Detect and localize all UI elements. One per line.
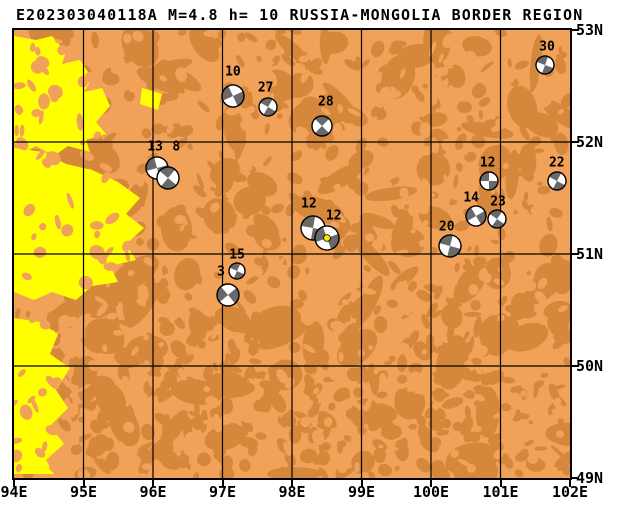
event-depth-label: 13: [147, 139, 163, 155]
lat-tick-label: 51N: [576, 245, 604, 263]
event-layer: 10 27 28 30 13 8 12 12 15 3 20 14 23 12 22: [14, 30, 570, 478]
figure-title: E202303040118A M=4.8 h= 10 RUSSIA-MONGOL…: [16, 6, 584, 24]
lon-tick-label: 100E: [412, 483, 450, 501]
event-depth-label: 12: [479, 155, 496, 171]
event-depth-label: 3: [217, 264, 225, 280]
focal-mechanism-beachball: [227, 261, 247, 285]
axis-tick: [221, 480, 224, 487]
lowland-mottling: [14, 39, 149, 475]
focal-mechanism-beachball: [155, 165, 181, 195]
lat-tick-label: 49N: [576, 469, 604, 487]
event-depth-label: 30: [539, 39, 555, 55]
lat-tick-label: 53N: [576, 21, 604, 39]
axis-tick: [360, 480, 363, 487]
event-depth-label: 28: [318, 94, 334, 110]
focal-mechanism-beachball: [464, 204, 488, 232]
axis-tick: [572, 141, 579, 143]
axis-tick: [569, 480, 571, 487]
event-depth-label: 23: [490, 194, 506, 210]
focal-mechanism-main-event: [313, 224, 341, 256]
axis-tick: [499, 480, 502, 487]
focal-mechanism-beachball: [310, 114, 334, 142]
axis-tick: [572, 477, 579, 479]
focal-mechanism-beachball: [220, 83, 246, 113]
lon-tick-label: 94E: [0, 483, 28, 501]
axis-tick: [430, 480, 432, 487]
map-canvas: 10 27 28 30 13 8 12 12 15 3 20 14 23 12 22: [12, 28, 572, 480]
focal-mechanism-beachball: [546, 170, 568, 196]
focal-mechanism-beachball: [437, 233, 463, 263]
axis-tick: [82, 480, 85, 487]
axis-tick: [291, 480, 293, 487]
lon-tick-label: 101E: [482, 483, 519, 501]
focal-mechanism-beachball: [215, 282, 241, 312]
event-depth-label: 14: [463, 190, 479, 206]
event-depth-label: 8: [172, 139, 181, 155]
event-depth-label: 12: [301, 196, 317, 212]
event-depth-label: 12: [325, 208, 342, 224]
grid-lines: [14, 30, 570, 478]
focal-mechanism-beachball: [534, 54, 556, 80]
axis-tick: [572, 365, 579, 367]
event-depth-label: 15: [229, 247, 245, 263]
axis-tick: [13, 480, 15, 487]
event-depth-label: 22: [548, 155, 565, 171]
focal-mechanism-beachball: [478, 170, 500, 196]
axis-tick: [572, 29, 579, 31]
lowland-yellow-region: [14, 36, 162, 474]
axis-tick: [152, 480, 154, 487]
lon-tick-label: 95E: [69, 483, 98, 501]
lat-tick-label: 50N: [576, 357, 604, 375]
event-depth-label: 20: [438, 219, 455, 235]
terrain-layer: [14, 30, 570, 478]
event-depth-label: 27: [257, 80, 274, 96]
event-depth-label: 10: [225, 64, 241, 80]
lon-tick-label: 96E: [139, 483, 167, 501]
focal-mechanism-beachball: [257, 96, 279, 122]
axis-tick: [572, 253, 579, 255]
lon-tick-label: 99E: [347, 483, 376, 501]
lon-tick-label: 102E: [551, 483, 589, 501]
lon-tick-label: 97E: [208, 483, 237, 501]
lon-tick-label: 98E: [278, 483, 306, 501]
lat-tick-label: 52N: [576, 133, 604, 151]
focal-mechanism-beachball: [486, 208, 508, 234]
